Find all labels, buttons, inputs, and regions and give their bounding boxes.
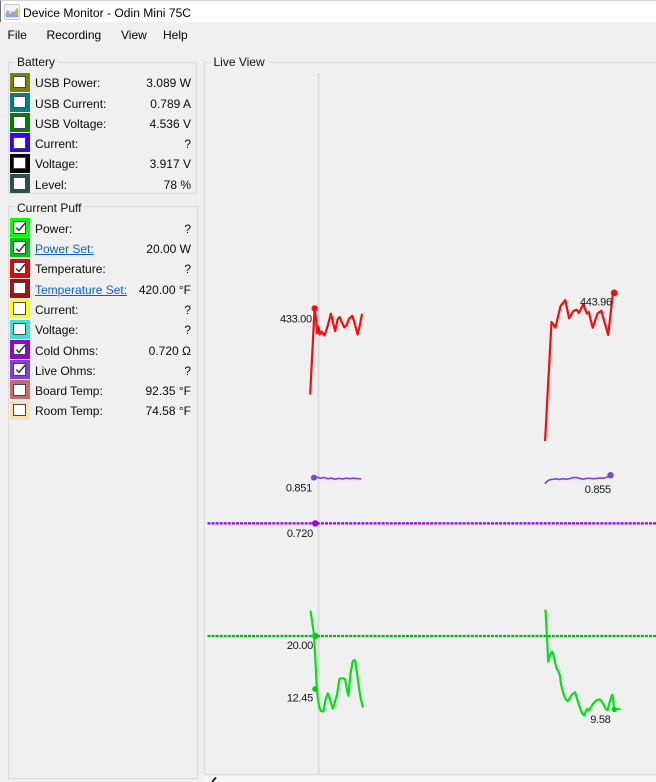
svg-text:20.00: 20.00 — [287, 640, 313, 652]
svg-text:443.96: 443.96 — [580, 297, 612, 309]
svg-text:0.855: 0.855 — [585, 484, 611, 496]
svg-text:12.45: 12.45 — [287, 692, 313, 704]
svg-text:0.851: 0.851 — [286, 482, 312, 494]
svg-text:0.720: 0.720 — [287, 528, 313, 540]
svg-text:433.00: 433.00 — [280, 313, 312, 325]
svg-text:9.58: 9.58 — [590, 714, 610, 726]
